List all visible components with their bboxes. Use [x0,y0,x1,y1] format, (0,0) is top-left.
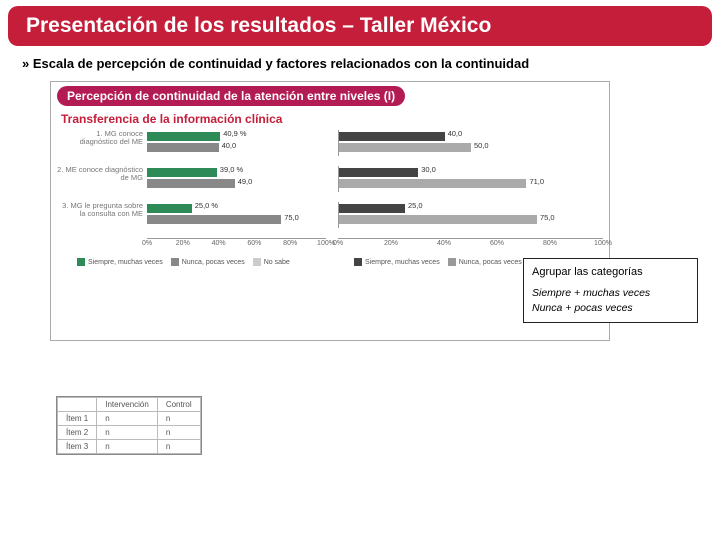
right-chart: 40,050,030,071,025,075,00%20%40%60%80%10… [334,130,603,266]
bar-group: 39,0 % 49,0 [147,166,326,192]
summary-table: IntervenciónControlÍtem 1nnÍtem 2nnÍtem … [56,396,202,455]
table-cell: n [97,440,158,454]
bar-series-1 [147,132,220,141]
panel-title: Percepción de continuidad de la atención… [57,86,405,106]
table-cell: n [157,440,200,454]
legend-item: Nunca, pocas veces [448,258,522,266]
row-label: 1. MG conoce diagnóstico del ME [57,130,147,147]
table-cell: n [97,412,158,426]
page-title: Presentación de los resultados – Taller … [26,14,491,38]
bar-value-label: 25,0 % [195,201,218,210]
bar-group: 25,0 75,0 [338,202,603,228]
bar-series-2 [339,143,471,152]
legend-item: Siempre, muchas veces [354,258,440,266]
bar-value-label: 50,0 [474,141,489,150]
bar-series-2 [147,179,235,188]
table-header-cell: Intervención [97,398,158,412]
panel-subtitle: Transferencia de la información clínica [61,112,603,126]
bar-value-label: 75,0 [540,213,555,222]
bar-value-label: 71,0 [529,177,544,186]
bar-series-1 [339,204,405,213]
legend-swatch [171,258,179,266]
charts-row: 1. MG conoce diagnóstico del ME40,9 %40,… [57,130,603,266]
bar-series-2 [339,215,537,224]
axis-tick: 0% [333,240,343,247]
legend-swatch [448,258,456,266]
table-row: Ítem 3nn [58,440,201,454]
header-bar: Presentación de los resultados – Taller … [8,6,712,46]
table-cell: Ítem 2 [58,426,97,440]
chart-row: 3. MG le pregunta sobre la consulta con … [57,202,326,228]
legend-swatch [77,258,85,266]
axis-tick: 80% [543,240,557,247]
axis-tick: 40% [437,240,451,247]
bar-series-1 [339,132,445,141]
subtitle-text: Escala de percepción de continuidad y fa… [33,56,529,71]
bar-value-label: 40,9 % [223,129,246,138]
chart-row: 40,0 50,0 [334,130,603,156]
bar-value-label: 49,0 [238,177,253,186]
legend-swatch [253,258,261,266]
chart-row: 2. ME conoce diagnóstico de MG 39,0 % 49,0 [57,166,326,192]
annotation-line1: Siempre + muchas veces [532,286,689,301]
bar-value-label: 39,0 % [220,165,243,174]
table-row: Ítem 1nn [58,412,201,426]
table-header-cell: Control [157,398,200,412]
axis-tick: 60% [247,240,261,247]
table-header-cell [58,398,97,412]
axis-tick: 20% [176,240,190,247]
axis-tick: 40% [212,240,226,247]
axis-tick: 100% [594,240,612,247]
annotation-line2: Nunca + pocas veces [532,301,689,316]
bar-series-2 [147,215,281,224]
axis-tick: 60% [490,240,504,247]
subtitle: » Escala de percepción de continuidad y … [0,46,720,77]
bar-value-label: 30,0 [421,165,436,174]
bar-value-label: 75,0 [284,213,299,222]
chart-row: 25,0 75,0 [334,202,603,228]
annotation-heading: Agrupar las categorías [532,265,689,280]
legend-swatch [354,258,362,266]
axis-tick: 80% [283,240,297,247]
bar-series-1 [339,168,418,177]
bar-group: 40,0 50,0 [338,130,603,156]
bar-group: 40,9 % 40,0 [147,130,326,156]
chart-row: 30,0 71,0 [334,166,603,192]
bar-series-2 [147,143,219,152]
bar-group: 25,0 % 75,0 [147,202,326,228]
x-axis: 0%20%40%60%80%100% [147,238,326,252]
table-cell: n [97,426,158,440]
row-label: 3. MG le pregunta sobre la consulta con … [57,202,147,219]
chart-legend: Siempre, muchas veces Nunca, pocas veces N… [77,258,326,266]
bar-value-label: 40,0 [222,141,237,150]
axis-tick: 0% [142,240,152,247]
table-row: Ítem 2nn [58,426,201,440]
left-chart: 1. MG conoce diagnóstico del ME40,9 %40,… [57,130,326,266]
table-cell: Ítem 3 [58,440,97,454]
table-cell: n [157,426,200,440]
bar-group: 30,0 71,0 [338,166,603,192]
bar-series-1 [147,168,217,177]
x-axis: 0%20%40%60%80%100% [338,238,603,252]
annotation-box: Agrupar las categorías Siempre + muchas … [523,258,698,323]
row-label: 2. ME conoce diagnóstico de MG [57,166,147,183]
axis-tick: 20% [384,240,398,247]
table-cell: n [157,412,200,426]
legend-item: No sabe [253,258,290,266]
legend-item: Nunca, pocas veces [171,258,245,266]
table-cell: Ítem 1 [58,412,97,426]
bar-series-2 [339,179,526,188]
bar-value-label: 25,0 [408,201,423,210]
bar-series-1 [147,204,192,213]
bar-value-label: 40,0 [448,129,463,138]
legend-item: Siempre, muchas veces [77,258,163,266]
chart-row: 1. MG conoce diagnóstico del ME40,9 %40,… [57,130,326,156]
subtitle-bullet: » [22,56,33,71]
